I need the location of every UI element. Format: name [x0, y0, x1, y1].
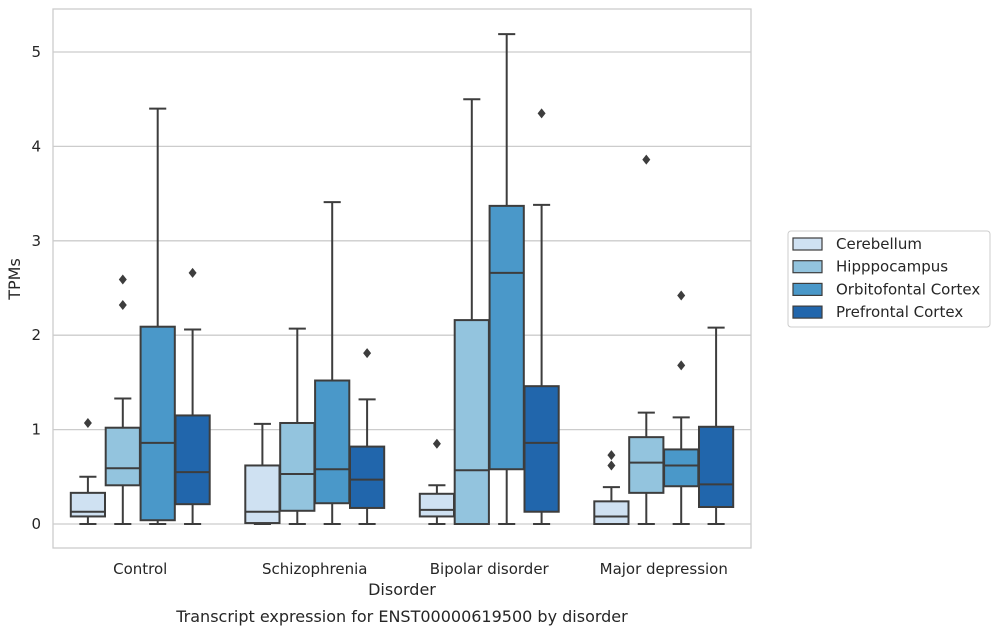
box-group: [663, 290, 700, 525]
outlier-point: [607, 450, 616, 461]
legend-label: Hipppocampus: [836, 258, 948, 276]
y-tick-label: 4: [31, 137, 41, 155]
box-iqr: [244, 464, 281, 525]
box-group: [697, 326, 735, 525]
box-group: [69, 417, 107, 525]
box-iqr: [453, 319, 490, 526]
legend-swatch: [792, 260, 823, 274]
box-group: [593, 450, 630, 525]
box-iqr: [418, 492, 456, 518]
box-iqr: [663, 448, 700, 488]
legend-swatch: [792, 237, 823, 251]
box-iqr: [523, 385, 560, 513]
box-group: [628, 154, 665, 525]
outlier-point: [677, 290, 686, 301]
outlier-point: [432, 438, 441, 449]
outlier-point: [642, 154, 651, 165]
y-tick-label: 1: [31, 421, 41, 439]
box-iqr: [104, 426, 141, 487]
box-group: [139, 107, 176, 525]
x-tick-label: Bipolar disorder: [430, 560, 550, 578]
box-iqr: [174, 414, 211, 506]
box-group: [244, 422, 281, 525]
box-iqr: [488, 204, 525, 471]
legend-label: Cerebellum: [836, 235, 922, 253]
legend: Cerebellum Hipppocampus Orbitofontal Corte…: [787, 230, 991, 328]
plot-marks: [69, 33, 735, 526]
box-iqr: [697, 425, 735, 509]
box-iqr: [593, 500, 630, 525]
y-tick-label: 5: [31, 43, 41, 61]
y-tick-label: 3: [31, 232, 41, 250]
x-tick-label: Schizophrenia: [262, 560, 367, 578]
box-group: [174, 267, 211, 525]
x-tick-label: Control: [113, 560, 167, 578]
outlier-point: [677, 360, 686, 371]
box-iqr: [139, 325, 176, 522]
outlier-point: [537, 108, 546, 119]
box-iqr: [314, 379, 351, 505]
plot-frame: [52, 8, 752, 549]
legend-frame: [787, 230, 991, 328]
y-tick-labels: 0 1 2 3 4 5: [31, 43, 41, 533]
legend-swatch: [792, 305, 823, 319]
outlier-point: [363, 348, 372, 359]
outlier-point: [83, 417, 92, 428]
legend-label: Orbitofontal Cortex: [836, 280, 980, 298]
outlier-point: [188, 267, 197, 278]
y-tick-label: 0: [31, 515, 41, 533]
box-group: [314, 201, 351, 525]
box-iqr: [279, 421, 316, 512]
box-iqr: [628, 436, 665, 494]
y-axis-title: TPMs: [5, 258, 24, 301]
legend-swatch: [792, 282, 823, 296]
outlier-point: [118, 274, 127, 285]
outlier-point: [607, 460, 616, 471]
chart-caption: Transcript expression for ENST0000061950…: [175, 607, 628, 626]
outlier-point: [118, 299, 127, 310]
box-iqr: [69, 491, 107, 518]
y-tick-label: 2: [31, 326, 41, 344]
box-group: [453, 98, 490, 526]
box-group: [104, 274, 141, 525]
legend-label: Prefrontal Cortex: [836, 303, 963, 321]
x-tick-label: Major depression: [600, 560, 728, 578]
box-group: [418, 438, 456, 525]
box-group: [488, 33, 525, 525]
box-group: [523, 108, 560, 525]
box-group: [279, 327, 316, 525]
x-axis-title: Disorder: [368, 580, 436, 599]
x-tick-labels: Control Schizophrenia Bipolar disorder Majo…: [113, 560, 728, 578]
box-iqr: [348, 445, 386, 509]
box-group: [348, 348, 386, 525]
